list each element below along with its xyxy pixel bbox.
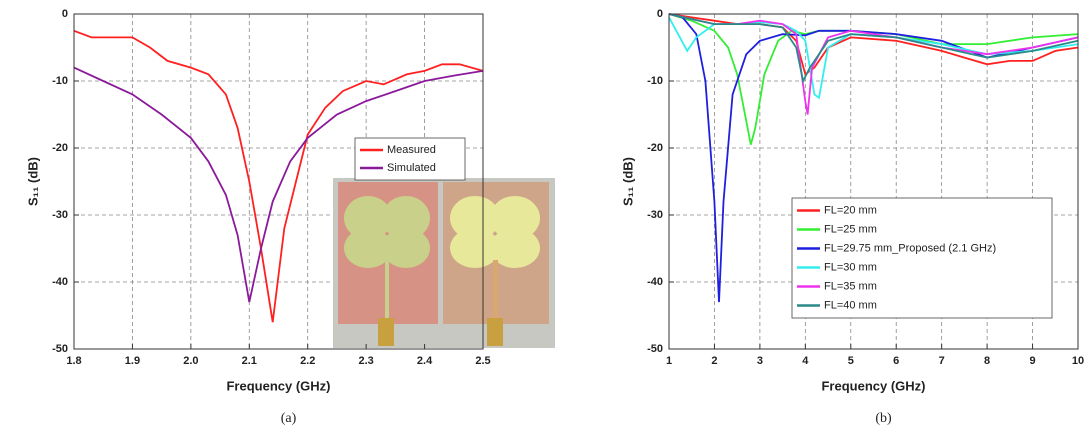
- y-tick-label: -30: [52, 209, 68, 221]
- caption: (b): [875, 411, 892, 426]
- series-line: [668, 13, 1079, 115]
- legend-label: FL=25 mm: [824, 223, 877, 235]
- photo-patch: [382, 196, 430, 240]
- y-tick-label: -40: [647, 276, 663, 288]
- x-tick-label: 2.2: [300, 355, 315, 367]
- photo-feed: [385, 260, 389, 320]
- x-tick-label: 2.1: [242, 355, 257, 367]
- x-tick-label: 2: [711, 355, 717, 367]
- x-axis-label: Frequency (GHz): [821, 378, 925, 393]
- series-line: [668, 13, 1079, 84]
- series-line: [668, 16, 1079, 100]
- photo-patch: [490, 196, 540, 240]
- plot-frame: [668, 13, 1079, 350]
- caption: (a): [281, 411, 297, 426]
- x-tick-label: 10: [1072, 355, 1084, 367]
- y-tick-label: -10: [647, 75, 663, 87]
- x-tick-label: 2.5: [475, 355, 490, 367]
- x-tick-label: 1.8: [66, 355, 81, 367]
- plot-frame: [73, 13, 484, 350]
- y-tick-label: -40: [52, 276, 68, 288]
- y-tick-label: -10: [52, 75, 68, 87]
- x-tick-label: 2.0: [183, 355, 198, 367]
- series-line: [668, 13, 1079, 303]
- photo-feed: [493, 260, 498, 320]
- inset-photo: [333, 178, 555, 348]
- photo-patch: [344, 196, 392, 240]
- x-tick-label: 3: [757, 355, 763, 367]
- x-axis-label: Frequency (GHz): [226, 378, 330, 393]
- series-line: [73, 66, 484, 303]
- x-tick-label: 9: [1029, 355, 1035, 367]
- x-tick-label: 6: [893, 355, 899, 367]
- y-axis-label: S₁₁ (dB): [25, 157, 40, 206]
- y-tick-label: -20: [52, 142, 68, 154]
- legend-label: FL=29.75 mm_Proposed (2.1 GHz): [824, 242, 996, 254]
- photo-patch: [450, 228, 500, 268]
- series-line: [73, 29, 484, 323]
- y-tick-label: -20: [647, 142, 663, 154]
- x-tick-label: 1: [666, 355, 672, 367]
- photo-connector: [487, 318, 503, 346]
- y-axis-label: S₁₁ (dB): [620, 157, 635, 206]
- legend-label: Measured: [387, 144, 436, 156]
- y-tick-label: 0: [657, 8, 663, 20]
- legend-label: FL=35 mm: [824, 280, 877, 292]
- y-tick-label: -30: [647, 209, 663, 221]
- photo-connector: [378, 318, 394, 346]
- y-tick-label: -50: [52, 343, 68, 355]
- x-tick-label: 2.3: [358, 355, 373, 367]
- x-tick-label: 8: [984, 355, 990, 367]
- photo-patch: [490, 228, 540, 268]
- legend-label: FL=20 mm: [824, 204, 877, 216]
- y-tick-label: 0: [62, 8, 68, 20]
- photo-patch: [344, 228, 392, 268]
- legend-label: FL=40 mm: [824, 299, 877, 311]
- x-tick-label: 5: [848, 355, 854, 367]
- x-tick-label: 2.4: [417, 355, 433, 367]
- x-tick-label: 7: [939, 355, 945, 367]
- series-line: [668, 13, 1079, 76]
- y-tick-label: -50: [647, 343, 663, 355]
- legend-label: Simulated: [387, 162, 436, 174]
- legend-box: [354, 137, 466, 181]
- x-tick-label: 1.9: [125, 355, 140, 367]
- legend-box: [791, 197, 1053, 319]
- photo-patch: [450, 196, 500, 240]
- x-tick-label: 4: [802, 355, 809, 367]
- photo-patch: [382, 228, 430, 268]
- legend-label: FL=30 mm: [824, 261, 877, 273]
